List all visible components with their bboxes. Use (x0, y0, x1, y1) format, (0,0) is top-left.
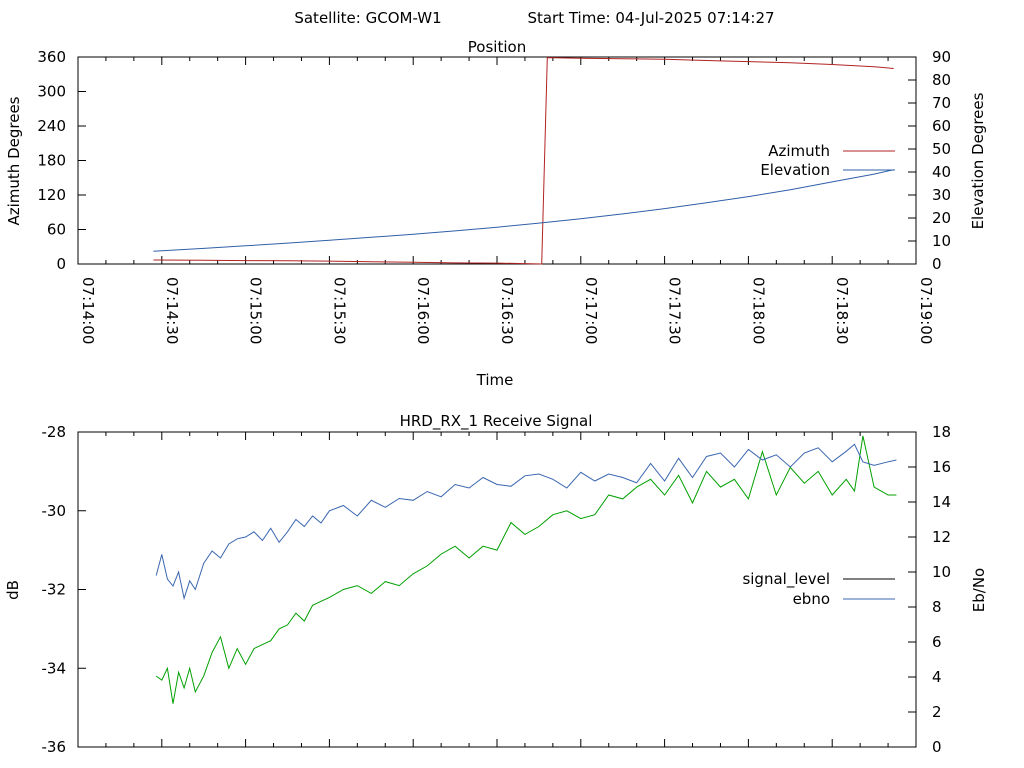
legend-label-ebno: ebno (793, 590, 830, 608)
receive-signal-panel: HRD_RX_1 Receive Signal -36 -34 -32 -30 -28 0… (4, 412, 988, 756)
signal-legend: signal_level ebno (742, 570, 895, 608)
elevation-axis-label: Elevation Degrees (969, 92, 987, 229)
db-axis-label: dB (4, 580, 22, 600)
y2-tick-label: 4 (932, 668, 942, 686)
y2-tick-label: 14 (932, 493, 951, 511)
y-tick-label: -30 (42, 502, 67, 520)
y2-tick-label: 10 (932, 563, 951, 581)
x-tick-label: 07:15:30 (330, 277, 348, 344)
satellite-label: Satellite: GCOM-W1 (294, 9, 441, 27)
position-title: Position (468, 38, 526, 56)
y2-tick-label: 0 (932, 738, 942, 756)
legend-label-azimuth: Azimuth (768, 142, 830, 160)
y2-tick-label: 50 (932, 140, 951, 158)
y2-tick-label: 60 (932, 117, 951, 135)
y2-tick-label: 8 (932, 598, 942, 616)
series-line-azimuth (153, 57, 894, 265)
y2-tick-label: 80 (932, 71, 951, 89)
y-tick-label: 240 (37, 117, 66, 135)
ebno-axis-label: Eb/No (970, 568, 988, 612)
signal-ticks: -36 -34 -32 -30 -28 0 2 4 6 8 10 12 14 16 18 (42, 423, 952, 756)
legend-label-elevation: Elevation (760, 161, 830, 179)
x-tick-label: 07:18:00 (749, 277, 767, 344)
y2-tick-label: 70 (932, 94, 951, 112)
start-time-label: Start Time: 04-Jul-2025 07:14:27 (527, 9, 774, 27)
series-line-ebno (155, 443, 897, 601)
x-tick-label: 07:19:00 (917, 277, 935, 344)
y2-tick-label: 30 (932, 186, 951, 204)
y-tick-label: 0 (56, 255, 66, 273)
y-tick-label: -28 (42, 423, 67, 441)
signal-plot-frame (77, 431, 917, 748)
y2-tick-label: 10 (932, 232, 951, 250)
azimuth-axis-label: Azimuth Degrees (5, 96, 23, 225)
x-tick-label: 07:15:00 (247, 277, 265, 344)
time-axis-label: Time (476, 371, 514, 389)
y-tick-label: -32 (42, 581, 67, 599)
position-panel: Position 0 60 120 180 240 300 360 0 10 20 30 40 50 60… (5, 38, 987, 389)
y-tick-label: 300 (37, 83, 66, 101)
receive-signal-title: HRD_RX_1 Receive Signal (400, 412, 593, 431)
x-tick-label: 07:17:30 (666, 277, 684, 344)
y-tick-label: 120 (37, 186, 66, 204)
y-tick-label: -34 (42, 659, 67, 677)
y2-tick-label: 20 (932, 209, 951, 227)
position-legend: Azimuth Elevation (760, 142, 895, 179)
series-line-elevation (153, 169, 894, 252)
x-tick-label: 07:16:30 (498, 277, 516, 344)
y-tick-label: -36 (42, 738, 67, 756)
y-tick-label: 360 (37, 48, 66, 66)
y2-tick-label: 16 (932, 458, 951, 476)
y2-tick-label: 90 (932, 48, 951, 66)
y2-tick-label: 2 (932, 703, 942, 721)
position-ticks: 0 60 120 180 240 300 360 0 10 20 30 40 50 60 70 80 90 07:… (37, 48, 951, 344)
x-tick-label: 07:14:30 (163, 277, 181, 344)
x-tick-label: 07:16:00 (414, 277, 432, 344)
y2-tick-label: 40 (932, 163, 951, 181)
position-series (153, 57, 894, 265)
x-tick-label: 07:18:30 (833, 277, 851, 344)
x-tick-label: 07:14:00 (79, 277, 97, 344)
legend-label-signal-level: signal_level (742, 570, 830, 589)
y-tick-label: 180 (37, 152, 66, 170)
signal-series (155, 435, 897, 704)
y-tick-label: 60 (47, 221, 66, 239)
y2-tick-label: 18 (932, 423, 951, 441)
x-tick-label: 07:17:00 (582, 277, 600, 344)
y2-tick-label: 12 (932, 528, 951, 546)
y2-tick-label: 0 (932, 255, 942, 273)
y2-tick-label: 6 (932, 633, 942, 651)
